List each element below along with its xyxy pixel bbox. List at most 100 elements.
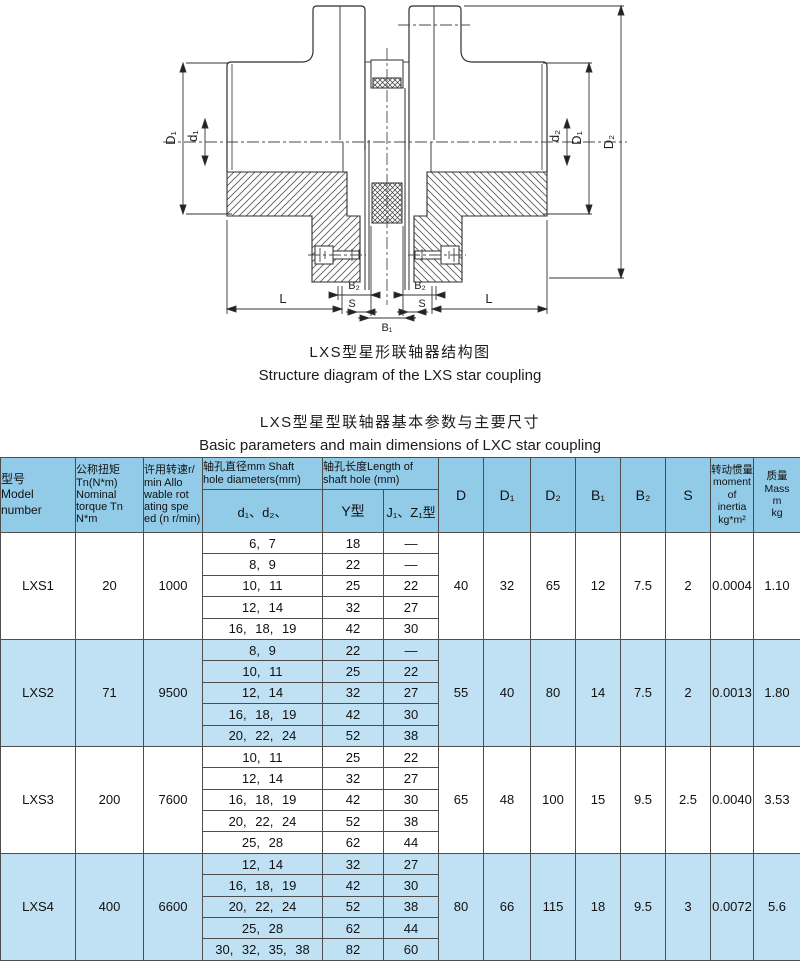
B1-cell: 14 bbox=[575, 638, 621, 747]
jz-cell: — bbox=[383, 531, 439, 555]
speed-cell: 9500 bbox=[143, 638, 203, 747]
d-cell: 10, 11 bbox=[202, 574, 323, 598]
jz-cell: 27 bbox=[383, 681, 439, 705]
jz-cell: 38 bbox=[383, 895, 439, 919]
header-speed: 许用转速r/ min Allo wable rot ating spe ed (… bbox=[143, 457, 203, 533]
inertia-cell: 0.0013 bbox=[710, 638, 754, 747]
diagram-caption-en: Structure diagram of the LXS star coupli… bbox=[258, 367, 542, 384]
y-cell: 32 bbox=[322, 596, 384, 619]
d-cell: 25, 28 bbox=[202, 917, 323, 940]
dim-label-B2-left: B₂ bbox=[348, 280, 360, 292]
d-cell: 16, 18, 19 bbox=[202, 703, 323, 726]
y-cell: 52 bbox=[322, 810, 384, 833]
specs-table: 型号 Model number 公称扭矩 Tn(N*m) Nominal tor… bbox=[0, 457, 800, 961]
header-D1: D₁ bbox=[483, 457, 531, 533]
dim-label-L-left: L bbox=[279, 291, 286, 306]
speed-cell: 6600 bbox=[143, 852, 203, 961]
center-lines bbox=[163, 24, 627, 305]
header-inertia: 转动惯量 moment of inertia kg*m² bbox=[710, 457, 754, 533]
jz-cell: 22 bbox=[383, 574, 439, 598]
B2-cell: 9.5 bbox=[620, 745, 666, 854]
d-cell: 30, 32, 35, 38 bbox=[202, 938, 323, 961]
D2-cell: 65 bbox=[530, 532, 576, 640]
D-cell: 65 bbox=[438, 745, 484, 854]
dim-label-D1-left: D₁ bbox=[163, 131, 178, 145]
inertia-cell: 0.0040 bbox=[710, 745, 754, 854]
d-cell: 25, 28 bbox=[202, 831, 323, 854]
d-cell: 16, 18, 19 bbox=[202, 874, 323, 897]
D-cell: 80 bbox=[438, 852, 484, 961]
header-jz-col: J₁、Z₁型 bbox=[383, 489, 439, 533]
mass-cell: 3.53 bbox=[753, 745, 800, 854]
jz-cell: 44 bbox=[383, 831, 439, 854]
dim-label-L-right: L bbox=[485, 291, 492, 306]
jz-cell: 38 bbox=[383, 810, 439, 833]
mass-cell: 5.6 bbox=[753, 852, 800, 961]
mass-cell: 1.80 bbox=[753, 638, 800, 747]
y-cell: 82 bbox=[322, 938, 384, 961]
D-cell: 40 bbox=[438, 532, 484, 640]
header-S: S bbox=[665, 457, 711, 533]
dim-label-d2: d₂ bbox=[547, 130, 562, 142]
d-cell: 8, 9 bbox=[202, 553, 323, 576]
model-cell: LXS2 bbox=[0, 638, 76, 747]
d-cell: 12, 14 bbox=[202, 596, 323, 619]
header-D: D bbox=[438, 457, 484, 533]
dim-label-D2: D₂ bbox=[601, 135, 616, 149]
y-cell: 42 bbox=[322, 703, 384, 726]
header-model: 型号 Model number bbox=[0, 457, 76, 533]
dim-label-B1: B₁ bbox=[381, 322, 392, 334]
header-d-col: d₁、d₂、 bbox=[202, 489, 323, 533]
model-cell: LXS4 bbox=[0, 852, 76, 961]
torque-cell: 200 bbox=[75, 745, 144, 854]
d-cell: 16, 18, 19 bbox=[202, 788, 323, 812]
header-shaft-dia: 轴孔直径mm Shaft hole diameters(mm) bbox=[202, 457, 323, 490]
y-cell: 62 bbox=[322, 917, 384, 940]
y-cell: 62 bbox=[322, 831, 384, 854]
B1-cell: 18 bbox=[575, 852, 621, 961]
jz-cell: 22 bbox=[383, 745, 439, 769]
D2-cell: 100 bbox=[530, 745, 576, 854]
D2-cell: 115 bbox=[530, 852, 576, 961]
jz-cell: 27 bbox=[383, 852, 439, 876]
dim-label-B2-right: B₂ bbox=[414, 280, 426, 292]
y-cell: 25 bbox=[322, 745, 384, 769]
jz-cell: 30 bbox=[383, 703, 439, 726]
y-cell: 25 bbox=[322, 574, 384, 598]
y-cell: 25 bbox=[322, 660, 384, 683]
D1-cell: 32 bbox=[483, 532, 531, 640]
d-cell: 10, 11 bbox=[202, 660, 323, 683]
torque-cell: 71 bbox=[75, 638, 144, 747]
y-cell: 32 bbox=[322, 767, 384, 790]
D1-cell: 48 bbox=[483, 745, 531, 854]
dim-label-D1-right: D₁ bbox=[569, 131, 584, 145]
d-cell: 6, 7 bbox=[202, 531, 323, 555]
S-cell: 2 bbox=[665, 638, 711, 747]
dim-label-S-left: S bbox=[348, 298, 355, 310]
dimension-lines bbox=[179, 4, 625, 322]
jz-cell: 38 bbox=[383, 724, 439, 747]
jz-cell: — bbox=[383, 553, 439, 576]
coupling-structure-diagram: D₁ d₁ d₂ D₁ D₂ L L B₂ B₂ S S B₁ bbox=[163, 4, 627, 334]
dim-label-S-right: S bbox=[418, 298, 425, 310]
mass-cell: 1.10 bbox=[753, 532, 800, 640]
jz-cell: 30 bbox=[383, 788, 439, 812]
D1-cell: 66 bbox=[483, 852, 531, 961]
d-cell: 12, 14 bbox=[202, 681, 323, 705]
y-cell: 42 bbox=[322, 874, 384, 897]
y-cell: 52 bbox=[322, 895, 384, 919]
d-cell: 16, 18, 19 bbox=[202, 617, 323, 640]
y-cell: 22 bbox=[322, 638, 384, 662]
header-B2: B₂ bbox=[620, 457, 666, 533]
D1-cell: 40 bbox=[483, 638, 531, 747]
S-cell: 2.5 bbox=[665, 745, 711, 854]
d-cell: 12, 14 bbox=[202, 852, 323, 876]
d-cell: 20, 22, 24 bbox=[202, 895, 323, 919]
speed-cell: 1000 bbox=[143, 532, 203, 640]
d-cell: 20, 22, 24 bbox=[202, 724, 323, 747]
left-hub-outline bbox=[226, 5, 371, 172]
table-title-en: Basic parameters and main dimensions of … bbox=[199, 437, 601, 454]
table-title-zh: LXS型星型联轴器基本参数与主要尺寸 bbox=[259, 414, 541, 431]
speed-cell: 7600 bbox=[143, 745, 203, 854]
